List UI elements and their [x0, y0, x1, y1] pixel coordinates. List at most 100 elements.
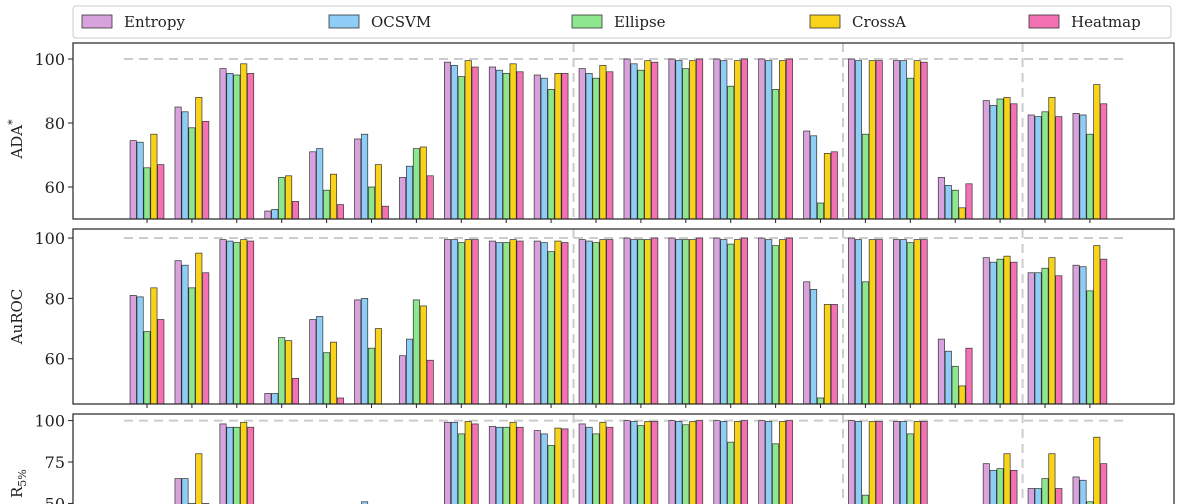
bar-entropy — [982, 100, 990, 219]
bar-entropy — [354, 299, 362, 404]
bar-entropy — [1072, 113, 1080, 219]
bar-crossa — [644, 60, 652, 219]
panel-2: 60 80 100 AuROC — [8, 228, 1175, 408]
legend-label-ocsvm: OCSVM — [371, 13, 431, 31]
bar-entropy — [982, 257, 990, 404]
bar-heatmap — [606, 71, 614, 219]
bar-entropy — [533, 430, 541, 504]
bar-heatmap — [875, 421, 883, 504]
bar-ocsvm — [1079, 266, 1087, 404]
bar-ocsvm — [675, 239, 683, 404]
bar-ocsvm — [989, 261, 997, 404]
axes-frame — [72, 42, 1175, 220]
bar-ocsvm — [226, 240, 234, 404]
bar-entropy — [488, 426, 496, 504]
y-axis-label: R5% — [8, 469, 29, 498]
bar-heatmap — [696, 420, 704, 504]
bar-heatmap — [785, 58, 793, 219]
bar-entropy — [578, 239, 586, 404]
bar-ocsvm — [316, 316, 324, 404]
y-tick-label: 75 — [45, 453, 65, 472]
bar-heatmap — [651, 421, 659, 504]
bar-ellipse — [906, 433, 914, 504]
bar-heatmap — [247, 426, 255, 504]
bar-ellipse — [996, 468, 1004, 504]
bar-crossa — [913, 239, 921, 404]
bar-entropy — [758, 58, 766, 219]
bar-ellipse — [547, 89, 555, 219]
bar-entropy — [444, 61, 452, 219]
bar-ellipse — [323, 352, 331, 404]
bar-heatmap — [1010, 469, 1018, 504]
bar-crossa — [419, 146, 427, 219]
bar-ellipse — [368, 347, 376, 404]
bar-crossa — [330, 341, 338, 404]
bar-entropy — [1072, 476, 1080, 504]
legend-label-ellipse: Ellipse — [614, 13, 666, 31]
bar-ellipse — [1086, 133, 1094, 219]
bar-ellipse — [502, 426, 510, 504]
bar-heatmap — [426, 359, 434, 404]
legend-label-entropy: Entropy — [124, 13, 185, 31]
bar-ellipse — [1041, 111, 1049, 219]
bar-entropy — [354, 138, 362, 219]
bar-ellipse — [772, 89, 780, 219]
bar-crossa — [195, 453, 203, 504]
bar-ocsvm — [495, 69, 503, 219]
legend-label-heatmap: Heatmap — [1071, 13, 1141, 31]
bar-ellipse — [637, 239, 645, 404]
bar-entropy — [1027, 114, 1035, 219]
bar-crossa — [599, 239, 607, 404]
bar-crossa — [464, 421, 472, 504]
bar-entropy — [533, 240, 541, 404]
bar-crossa — [734, 239, 742, 404]
bar-heatmap — [202, 272, 210, 404]
y-axis-label: AuROC — [8, 289, 26, 346]
bar-ocsvm — [495, 242, 503, 404]
bar-entropy — [533, 74, 541, 219]
bar-ocsvm — [540, 77, 548, 219]
bar-entropy — [1027, 272, 1035, 404]
bar-ellipse — [502, 242, 510, 404]
bar-heatmap — [1100, 463, 1108, 504]
bar-crossa — [1093, 84, 1101, 219]
bar-heatmap — [1010, 261, 1018, 404]
bar-ocsvm — [1079, 479, 1087, 504]
bar-crossa — [1048, 97, 1056, 219]
bar-crossa — [195, 97, 203, 219]
bar-ellipse — [906, 242, 914, 404]
y-tick-label: 50 — [45, 494, 65, 504]
bar-heatmap — [381, 205, 389, 219]
bar-ellipse — [233, 426, 241, 504]
bar-ocsvm — [944, 350, 952, 404]
bar-entropy — [1027, 488, 1035, 504]
bar-entropy — [129, 295, 137, 404]
bar-ocsvm — [406, 338, 414, 404]
bar-entropy — [623, 58, 631, 219]
bar-heatmap — [561, 242, 569, 404]
bar-entropy — [488, 66, 496, 219]
bar-crossa — [285, 340, 293, 404]
bar-ocsvm — [361, 298, 369, 404]
bar-heatmap — [740, 58, 748, 219]
bar-entropy — [264, 393, 272, 404]
bar-heatmap — [561, 428, 569, 504]
bar-entropy — [623, 237, 631, 404]
bar-heatmap — [920, 239, 928, 404]
bar-entropy — [892, 239, 900, 404]
bar-ellipse — [233, 242, 241, 404]
bar-ocsvm — [136, 141, 144, 219]
bar-crossa — [1048, 453, 1056, 504]
y-axis-label: ADA* — [6, 119, 26, 160]
bar-entropy — [713, 58, 721, 219]
bar-ocsvm — [720, 239, 728, 404]
bar-entropy — [848, 420, 856, 504]
bar-heatmap — [696, 237, 704, 404]
bar-ellipse — [592, 242, 600, 404]
bar-entropy — [1072, 264, 1080, 404]
bar-heatmap — [830, 151, 838, 219]
bar-crossa — [374, 328, 382, 404]
bar-ellipse — [996, 258, 1004, 404]
bar-heatmap — [920, 421, 928, 504]
bar-ellipse — [637, 425, 645, 504]
